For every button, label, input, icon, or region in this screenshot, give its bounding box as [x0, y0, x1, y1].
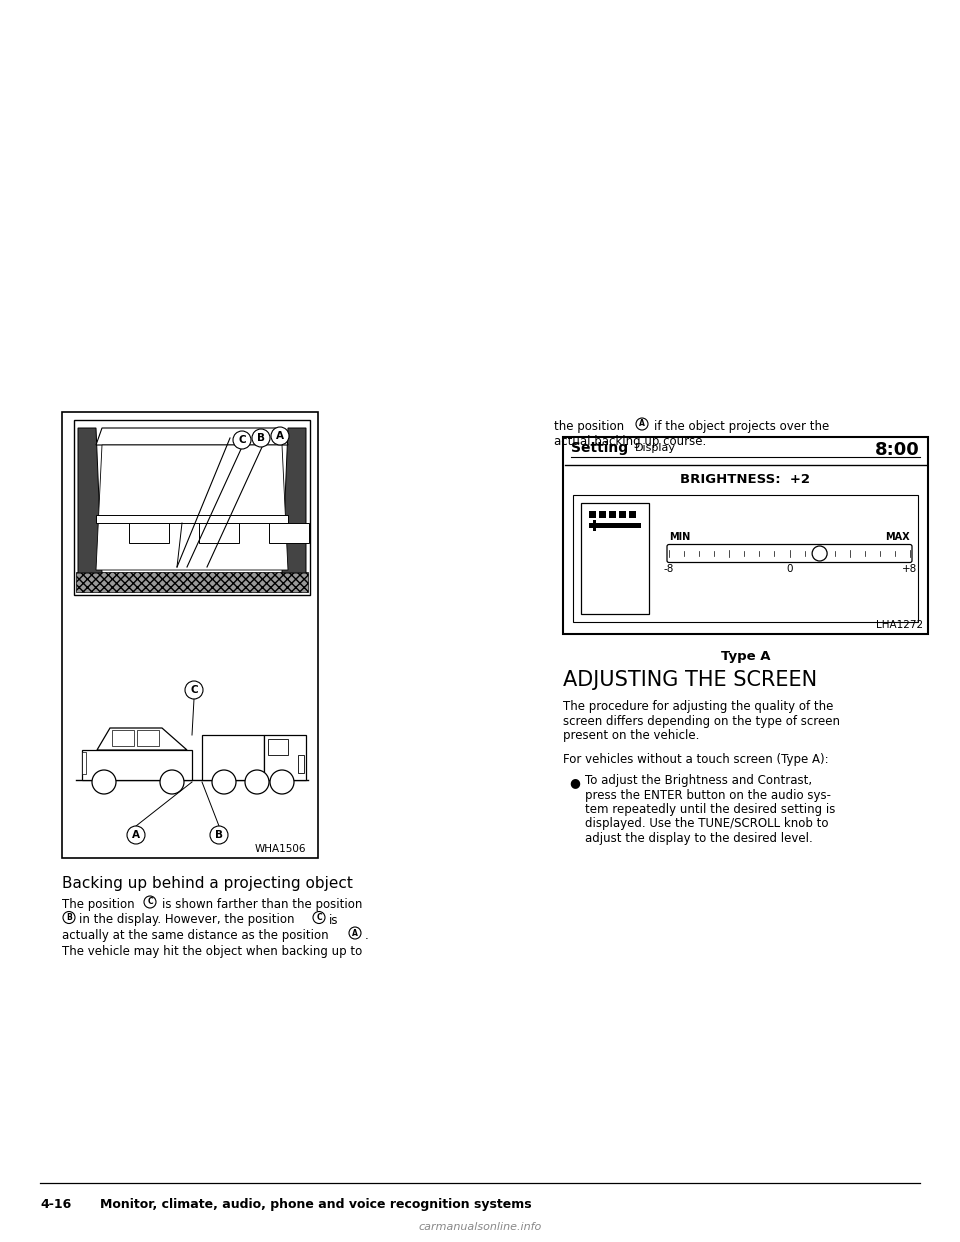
Text: carmanualsonline.info: carmanualsonline.info — [419, 1222, 541, 1232]
Text: C: C — [238, 435, 246, 445]
Bar — [269, 523, 309, 543]
Circle shape — [185, 681, 203, 699]
Bar — [76, 573, 308, 592]
Polygon shape — [96, 445, 288, 570]
Text: To adjust the Brightness and Contrast,: To adjust the Brightness and Contrast, — [585, 774, 812, 787]
Text: -8: -8 — [663, 565, 674, 575]
Circle shape — [245, 770, 269, 794]
Text: Backing up behind a projecting object: Backing up behind a projecting object — [62, 876, 353, 891]
Bar — [609, 510, 616, 518]
Text: BRIGHTNESS:  +2: BRIGHTNESS: +2 — [681, 473, 810, 486]
Bar — [629, 510, 636, 518]
Text: Monitor, climate, audio, phone and voice recognition systems: Monitor, climate, audio, phone and voice… — [100, 1199, 532, 1211]
Text: Display: Display — [635, 443, 676, 453]
Text: 8:00: 8:00 — [876, 441, 920, 460]
Bar — [298, 755, 304, 773]
Text: A: A — [132, 830, 140, 840]
Text: The vehicle may hit the object when backing up to: The vehicle may hit the object when back… — [62, 944, 362, 958]
Bar — [74, 420, 310, 595]
Text: .: . — [365, 929, 369, 941]
Text: Setting: Setting — [571, 441, 628, 455]
Text: A: A — [352, 929, 358, 938]
Text: ●: ● — [569, 776, 580, 789]
Bar — [82, 751, 86, 774]
Text: screen differs depending on the type of screen: screen differs depending on the type of … — [563, 714, 840, 728]
Text: present on the vehicle.: present on the vehicle. — [563, 729, 700, 741]
Text: tem repeatedly until the desired setting is: tem repeatedly until the desired setting… — [585, 804, 835, 816]
Bar — [268, 739, 288, 755]
FancyBboxPatch shape — [667, 544, 912, 563]
Bar — [619, 510, 626, 518]
Polygon shape — [96, 428, 288, 445]
Text: press the ENTER button on the audio sys-: press the ENTER button on the audio sys- — [585, 789, 831, 801]
Text: C: C — [190, 686, 198, 696]
Circle shape — [160, 770, 184, 794]
Circle shape — [313, 912, 325, 924]
Circle shape — [270, 770, 294, 794]
Text: is: is — [329, 914, 339, 927]
Circle shape — [271, 427, 289, 445]
Bar — [581, 503, 649, 614]
Polygon shape — [97, 728, 187, 750]
Bar — [112, 730, 134, 746]
Text: WHA1506: WHA1506 — [254, 845, 306, 854]
Text: is shown farther than the position: is shown farther than the position — [162, 898, 362, 910]
Text: The procedure for adjusting the quality of the: The procedure for adjusting the quality … — [563, 700, 833, 713]
Circle shape — [210, 826, 228, 845]
Text: C: C — [316, 913, 322, 922]
Bar — [599, 510, 606, 518]
Circle shape — [233, 431, 251, 450]
Bar — [563, 437, 928, 633]
Circle shape — [636, 419, 648, 430]
Circle shape — [252, 428, 270, 447]
Polygon shape — [78, 428, 102, 573]
Text: B: B — [66, 913, 72, 922]
Text: B: B — [257, 433, 265, 443]
Text: MAX: MAX — [885, 532, 910, 542]
Circle shape — [812, 546, 828, 561]
Circle shape — [349, 927, 361, 939]
Text: the position: the position — [554, 420, 624, 433]
Text: For vehicles without a touch screen (Type A):: For vehicles without a touch screen (Typ… — [563, 754, 828, 766]
Bar — [593, 520, 596, 532]
Circle shape — [144, 895, 156, 908]
Text: A: A — [639, 420, 645, 428]
Bar — [589, 523, 641, 528]
Text: Type A: Type A — [721, 650, 770, 663]
Text: B: B — [215, 830, 223, 840]
Text: MIN: MIN — [669, 532, 690, 542]
Text: adjust the display to the desired level.: adjust the display to the desired level. — [585, 832, 813, 845]
Bar — [137, 730, 159, 746]
Text: +8: +8 — [902, 565, 918, 575]
Circle shape — [212, 770, 236, 794]
Bar — [199, 523, 239, 543]
Bar — [202, 735, 264, 780]
Text: displayed. Use the TUNE/SCROLL knob to: displayed. Use the TUNE/SCROLL knob to — [585, 817, 828, 831]
Bar — [62, 412, 318, 858]
Text: C: C — [147, 898, 153, 907]
Circle shape — [92, 770, 116, 794]
Bar — [573, 496, 918, 622]
Polygon shape — [96, 515, 288, 523]
Circle shape — [63, 912, 75, 924]
Text: in the display. However, the position: in the display. However, the position — [79, 914, 295, 927]
Text: A: A — [276, 431, 284, 441]
Bar — [264, 735, 306, 780]
Bar — [589, 510, 596, 518]
Text: actual backing up course.: actual backing up course. — [554, 436, 707, 448]
Circle shape — [127, 826, 145, 845]
Text: LHA1272: LHA1272 — [876, 620, 923, 630]
Text: 0: 0 — [786, 565, 793, 575]
Text: The position: The position — [62, 898, 134, 910]
Polygon shape — [282, 428, 306, 573]
Text: ADJUSTING THE SCREEN: ADJUSTING THE SCREEN — [563, 669, 817, 691]
Bar — [82, 750, 192, 780]
Text: 4-16: 4-16 — [40, 1199, 71, 1211]
Text: if the object projects over the: if the object projects over the — [654, 420, 829, 433]
Bar — [129, 523, 169, 543]
Text: actually at the same distance as the position: actually at the same distance as the pos… — [62, 929, 328, 941]
